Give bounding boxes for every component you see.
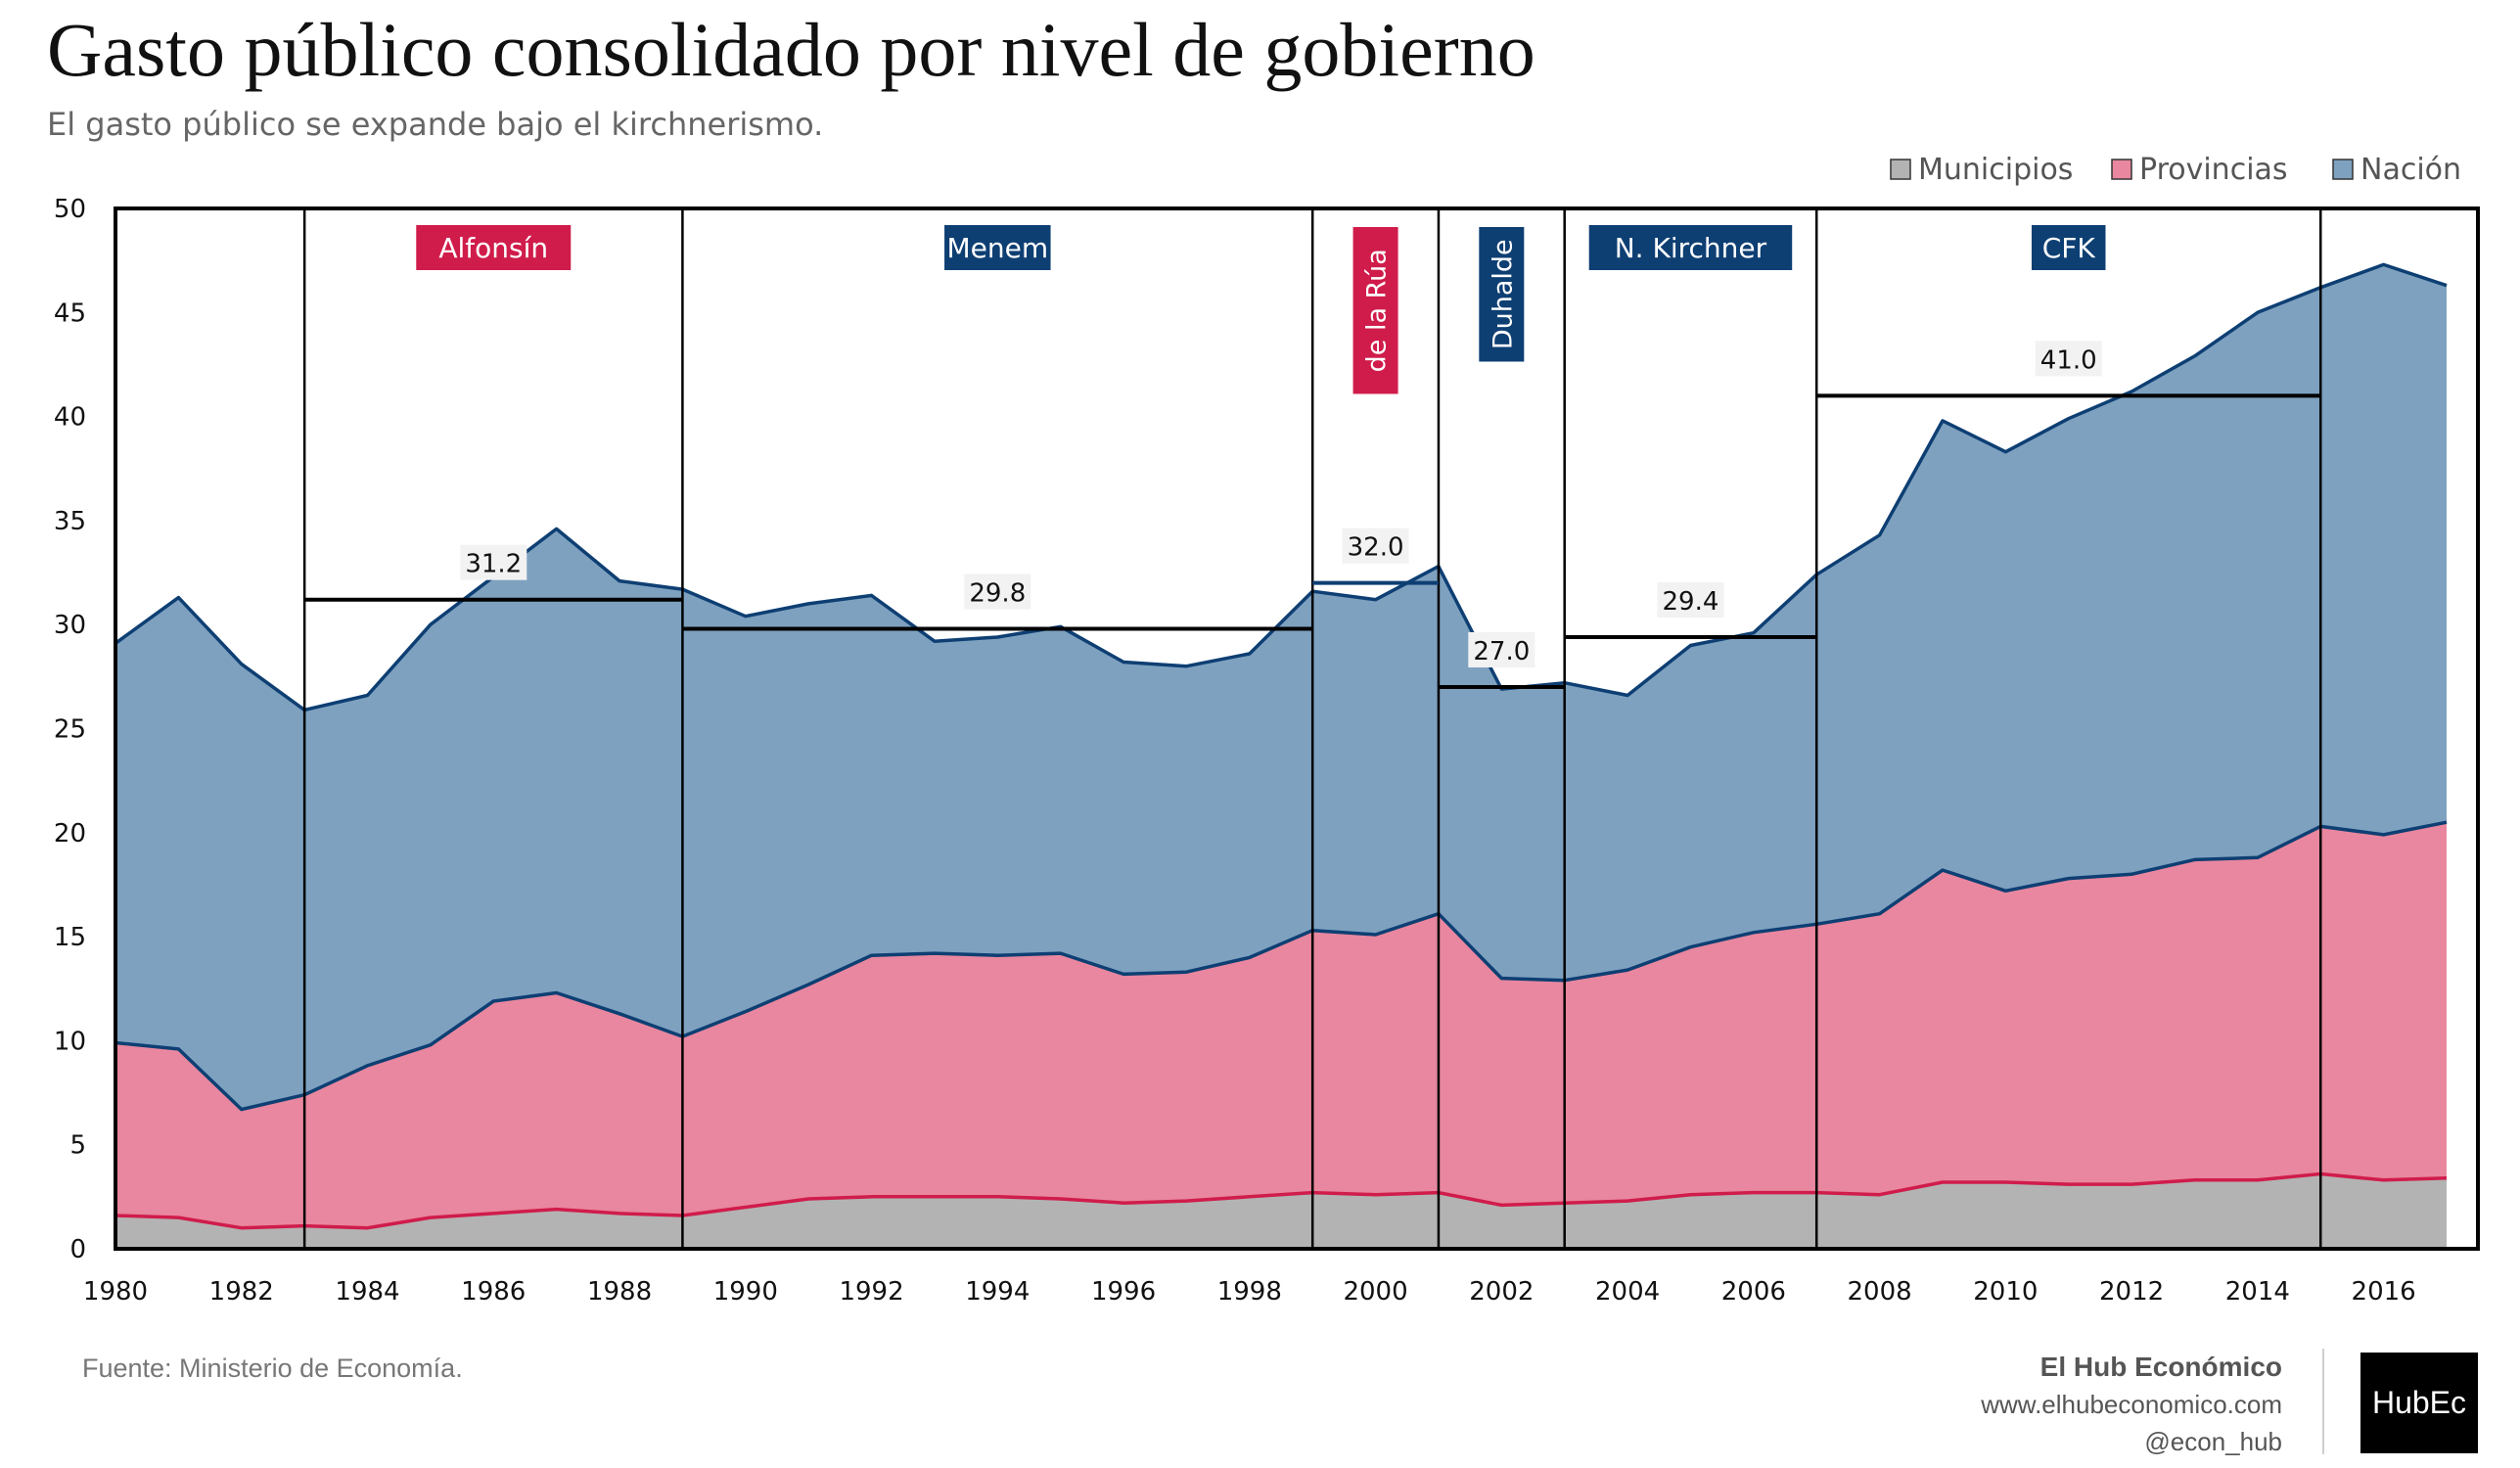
period-label-cfk: CFK: [2042, 232, 2096, 264]
period-label-cfk-badge: [2031, 225, 2106, 270]
area-provincias: [115, 822, 2447, 1228]
y-tick-label: 5: [69, 1131, 86, 1161]
x-tick-label: 1980: [83, 1277, 148, 1307]
series-areas: [115, 264, 2447, 1249]
average-label: 27.0: [1473, 637, 1530, 666]
average-label: 31.2: [465, 550, 522, 579]
period-label-alfons-n: Alfonsín: [438, 232, 548, 264]
x-tick-label: 2006: [1721, 1277, 1786, 1307]
x-tick-label: 2014: [2225, 1277, 2290, 1307]
period-label-duhalde-badge: [1479, 227, 1525, 362]
y-tick-label: 50: [54, 195, 86, 224]
period-label-de-la-r-a-badge: [1352, 227, 1398, 394]
period-label-n-kirchner: N. Kirchner: [1615, 232, 1767, 264]
y-tick-label: 10: [54, 1027, 86, 1056]
y-tick-label: 40: [54, 403, 86, 433]
period-label-menem-badge: [944, 225, 1051, 270]
x-tick-label: 2008: [1848, 1277, 1912, 1307]
average-label-bg: [1468, 631, 1535, 667]
y-tick-label: 35: [54, 507, 86, 536]
period-label-de-la-r-a: de la Rúa: [1362, 249, 1393, 372]
legend-swatch-nación: [2332, 159, 2354, 180]
period-label-n-kirchner-badge: [1588, 225, 1793, 270]
x-tick-label: 1996: [1091, 1277, 1156, 1307]
period-label-alfons-n-badge: [416, 225, 572, 270]
area-nación: [115, 264, 2447, 1110]
legend-label-municipios: Municipios: [1918, 153, 2073, 187]
x-tick-label: 2000: [1343, 1277, 1407, 1307]
y-tick-label: 30: [54, 611, 86, 640]
chart-title: Gasto público consolidado por nivel de g…: [47, 7, 1535, 92]
x-tick-label: 1994: [965, 1277, 1030, 1307]
average-label: 41.0: [2040, 345, 2097, 375]
source-note: Fuente: Ministerio de Economía.: [82, 1353, 463, 1383]
y-axis: 0 5 10 15 20 25 30 35 40 45 50: [54, 195, 86, 1264]
average-label: 29.8: [969, 578, 1026, 608]
legend-label-nación: Nación: [2360, 153, 2461, 187]
y-tick-label: 20: [54, 819, 86, 849]
y-tick-label: 45: [54, 298, 86, 328]
average-label-bg: [964, 573, 1031, 610]
average-label-bg: [460, 544, 527, 580]
line-municipios: [115, 1171, 2448, 1230]
y-tick-label: 15: [54, 923, 86, 952]
area-municipios: [115, 1173, 2447, 1249]
x-axis: 1980 1982 1984 1986 1988 1990 1992 1994 1996 1998…: [83, 1277, 2416, 1307]
x-tick-label: 2004: [1595, 1277, 1660, 1307]
x-tick-label: 1982: [209, 1277, 274, 1307]
x-tick-label: 2012: [2099, 1277, 2164, 1307]
period-averages: 31.2 29.8 32.0 27.0 29.4 41.0: [304, 341, 2321, 689]
brand-url[interactable]: www.elhubeconomico.com: [1981, 1390, 2282, 1419]
period-label-duhalde: Duhalde: [1488, 239, 1518, 349]
brand-divider: [2322, 1349, 2324, 1454]
period-label-menem: Menem: [946, 232, 1048, 264]
legend-swatch-provincias: [2111, 159, 2132, 180]
x-tick-label: 1984: [335, 1277, 399, 1307]
brand-logo: HubEc: [2360, 1353, 2478, 1453]
y-tick-label: 0: [69, 1235, 86, 1264]
brand-block: El Hub Económico www.elhubeconomico.com …: [1981, 1349, 2282, 1460]
x-tick-label: 1988: [587, 1277, 652, 1307]
average-label-bg: [1657, 581, 1724, 618]
stacked-area-chart: Nación Provincias Municipios 31.2 29.8 32.0 2…: [54, 153, 2480, 1307]
x-tick-label: 2002: [1469, 1277, 1534, 1307]
line-provincias: [115, 820, 2448, 1112]
period-dividers: [302, 208, 2322, 1249]
plot-frame: [114, 206, 2480, 1251]
period-labels: Alfonsín Menem de la Rúa Duhalde N. Kirchner…: [416, 225, 2106, 394]
x-tick-label: 1998: [1217, 1277, 1282, 1307]
chart-subtitle: El gasto público se expande bajo el kirc…: [47, 106, 824, 143]
y-tick-label: 25: [54, 715, 86, 745]
legend-swatch-municipios: [1890, 159, 1911, 180]
x-tick-label: 2010: [1973, 1277, 2038, 1307]
legend: Nación Provincias Municipios: [1890, 153, 2461, 187]
x-tick-label: 1992: [839, 1277, 903, 1307]
x-tick-label: 2016: [2352, 1277, 2416, 1307]
legend-label-provincias: Provincias: [2139, 153, 2288, 187]
average-label-bg: [2035, 341, 2102, 377]
x-tick-label: 1990: [713, 1277, 778, 1307]
brand-handle[interactable]: @econ_hub: [2144, 1427, 2282, 1456]
brand-name: El Hub Económico: [2039, 1352, 2282, 1382]
average-label: 29.4: [1663, 587, 1719, 617]
average-label-bg: [1342, 528, 1409, 564]
x-tick-label: 1986: [461, 1277, 526, 1307]
average-label: 32.0: [1348, 533, 1404, 563]
